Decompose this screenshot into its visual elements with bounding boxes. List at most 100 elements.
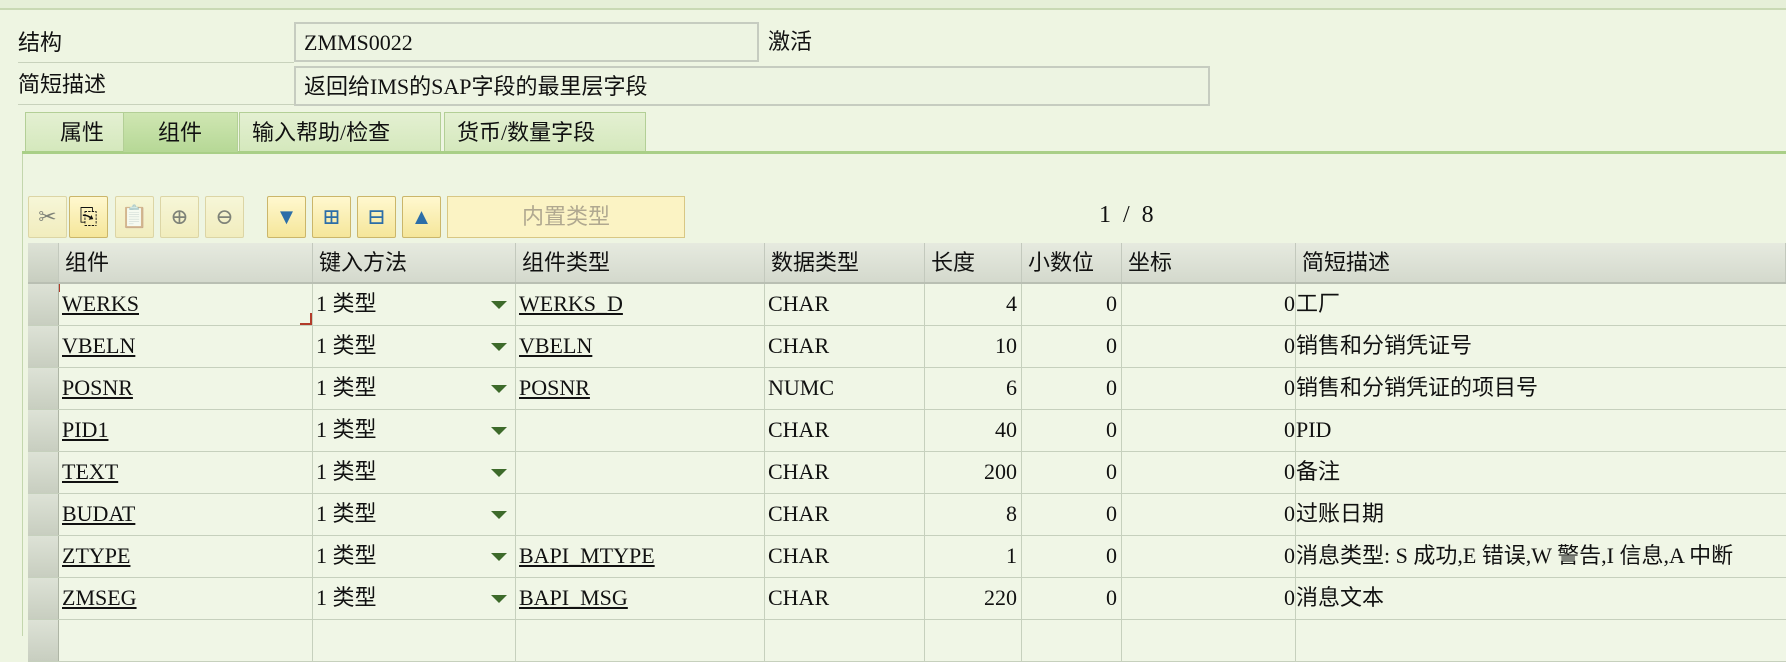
component-cell[interactable]: PID1 xyxy=(59,410,313,451)
row-selector[interactable] xyxy=(28,368,59,409)
col-header[interactable]: 坐标 xyxy=(1122,243,1296,282)
coordinate-cell[interactable]: 0 xyxy=(1122,578,1296,619)
component-type-link[interactable]: WERKS_D xyxy=(519,291,623,316)
row-selector[interactable] xyxy=(28,284,59,325)
coordinate-cell[interactable]: 0 xyxy=(1122,452,1296,493)
component-name[interactable]: TEXT xyxy=(62,459,119,484)
data-type-cell[interactable]: CHAR xyxy=(765,494,925,535)
col-header[interactable]: 数据类型 xyxy=(765,243,925,282)
component-name[interactable]: WERKS xyxy=(62,291,139,316)
component-name[interactable]: ZMSEG xyxy=(62,585,137,610)
short-desc-cell[interactable]: 销售和分销凭证的项目号 xyxy=(1296,375,1539,400)
component-type-cell[interactable]: WERKS_D xyxy=(516,284,765,325)
col-header[interactable]: 组件类型 xyxy=(516,243,765,282)
cut-icon[interactable]: ✂ xyxy=(28,196,67,238)
delete-row-icon[interactable]: ⊖ xyxy=(205,196,244,238)
row-selector[interactable] xyxy=(28,326,59,367)
decimals-cell[interactable]: 0 xyxy=(1022,494,1122,535)
length-cell[interactable]: 8 xyxy=(925,494,1022,535)
dropdown-arrow-icon[interactable] xyxy=(491,553,507,561)
component-type-cell[interactable] xyxy=(516,494,765,535)
dropdown-arrow-icon[interactable] xyxy=(491,469,507,477)
scroll-down-icon[interactable]: ▼ xyxy=(267,196,306,238)
decimals-cell[interactable]: 0 xyxy=(1022,326,1122,367)
component-type-cell[interactable] xyxy=(516,452,765,493)
coordinate-cell[interactable]: 0 xyxy=(1122,284,1296,325)
component-type-cell[interactable]: POSNR xyxy=(516,368,765,409)
data-type-cell[interactable]: CHAR xyxy=(765,284,925,325)
component-type-link[interactable]: BAPI_MSG xyxy=(519,585,628,610)
typing-method-dropdown[interactable]: 1 类型 xyxy=(313,326,516,367)
length-cell[interactable]: 6 xyxy=(925,368,1022,409)
short-desc-cell[interactable]: 过账日期 xyxy=(1296,501,1385,526)
row-selector[interactable] xyxy=(28,536,59,577)
typing-method-dropdown[interactable]: 1 类型 xyxy=(313,536,516,577)
component-name[interactable]: PID1 xyxy=(62,417,109,442)
decimals-cell[interactable]: 0 xyxy=(1022,368,1122,409)
short-desc-field[interactable]: 返回给IMS的SAP字段的最里层字段 xyxy=(294,66,1210,106)
short-desc-cell[interactable]: 工厂 xyxy=(1296,291,1341,316)
coordinate-cell[interactable]: 0 xyxy=(1122,368,1296,409)
component-name[interactable]: ZTYPE xyxy=(62,543,131,568)
coordinate-cell[interactable]: 0 xyxy=(1122,410,1296,451)
col-header[interactable]: 简短描述 xyxy=(1296,243,1786,282)
component-cell[interactable]: WERKS xyxy=(59,284,313,325)
length-cell[interactable]: 10 xyxy=(925,326,1022,367)
component-type-link[interactable]: VBELN xyxy=(519,333,593,358)
builtin-type-button[interactable]: 内置类型 xyxy=(447,196,685,238)
typing-method-dropdown[interactable]: 1 类型 xyxy=(313,452,516,493)
length-cell[interactable]: 1 xyxy=(925,536,1022,577)
expand-icon[interactable]: ⊞ xyxy=(312,196,351,238)
scroll-up-icon[interactable]: ▲ xyxy=(402,196,441,238)
typing-method-dropdown[interactable]: 1 类型 xyxy=(313,368,516,409)
component-name[interactable]: POSNR xyxy=(62,375,133,400)
length-cell[interactable]: 4 xyxy=(925,284,1022,325)
row-selector[interactable] xyxy=(28,452,59,493)
dropdown-arrow-icon[interactable] xyxy=(491,595,507,603)
component-cell[interactable]: BUDAT xyxy=(59,494,313,535)
length-cell[interactable]: 40 xyxy=(925,410,1022,451)
component-type-link[interactable]: BAPI_MTYPE xyxy=(519,543,655,568)
col-header[interactable]: 键入方法 xyxy=(313,243,516,282)
col-header[interactable]: 组件 xyxy=(59,243,313,282)
short-desc-cell[interactable]: 销售和分销凭证号 xyxy=(1296,333,1473,358)
data-type-cell[interactable]: CHAR xyxy=(765,452,925,493)
component-cell[interactable]: TEXT xyxy=(59,452,313,493)
decimals-cell[interactable]: 0 xyxy=(1022,578,1122,619)
dropdown-arrow-icon[interactable] xyxy=(491,427,507,435)
collapse-icon[interactable]: ⊟ xyxy=(357,196,396,238)
row-selector[interactable] xyxy=(28,494,59,535)
tab-components[interactable]: 组件 xyxy=(123,112,238,152)
short-desc-cell[interactable]: PID xyxy=(1296,417,1332,442)
component-name[interactable]: BUDAT xyxy=(62,501,136,526)
col-header[interactable]: 小数位 xyxy=(1022,243,1122,282)
decimals-cell[interactable]: 0 xyxy=(1022,452,1122,493)
decimals-cell[interactable]: 0 xyxy=(1022,536,1122,577)
data-type-cell[interactable]: CHAR xyxy=(765,410,925,451)
decimals-cell[interactable]: 0 xyxy=(1022,284,1122,325)
typing-method-dropdown[interactable]: 1 类型 xyxy=(313,494,516,535)
short-desc-cell[interactable]: 备注 xyxy=(1296,459,1341,484)
dropdown-arrow-icon[interactable] xyxy=(491,301,507,309)
short-desc-cell[interactable]: 消息文本 xyxy=(1296,585,1385,610)
structure-field[interactable]: ZMMS0022 xyxy=(294,22,759,62)
short-desc-cell[interactable]: 消息类型: S 成功,E 错误,W 警告,I 信息,A 中断 xyxy=(1296,543,1734,568)
dropdown-arrow-icon[interactable] xyxy=(491,343,507,351)
component-type-cell[interactable] xyxy=(516,410,765,451)
typing-method-dropdown[interactable]: 1 类型 xyxy=(313,284,516,325)
row-selector[interactable] xyxy=(28,578,59,619)
length-cell[interactable]: 220 xyxy=(925,578,1022,619)
tab-input-help[interactable]: 输入帮助/检查 xyxy=(239,112,441,152)
coordinate-cell[interactable]: 0 xyxy=(1122,494,1296,535)
insert-row-icon[interactable]: ⊕ xyxy=(160,196,199,238)
component-cell[interactable]: ZTYPE xyxy=(59,536,313,577)
typing-method-dropdown[interactable]: 1 类型 xyxy=(313,410,516,451)
coordinate-cell[interactable]: 0 xyxy=(1122,536,1296,577)
dropdown-arrow-icon[interactable] xyxy=(491,511,507,519)
tab-currency-fields[interactable]: 货币/数量字段 xyxy=(444,112,646,152)
component-cell[interactable]: POSNR xyxy=(59,368,313,409)
length-cell[interactable]: 200 xyxy=(925,452,1022,493)
data-type-cell[interactable]: NUMC xyxy=(765,368,925,409)
copy-icon[interactable]: ⎘ xyxy=(69,196,108,238)
dropdown-arrow-icon[interactable] xyxy=(491,385,507,393)
